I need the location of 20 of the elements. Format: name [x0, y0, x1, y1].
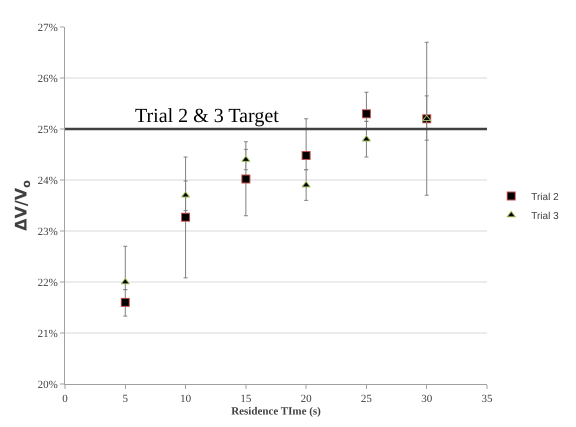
- x-tick-label: 5: [122, 393, 129, 406]
- x-tick-label: 25: [360, 393, 372, 406]
- x-tick-label: 15: [240, 393, 252, 406]
- legend-label: Trial 3: [531, 210, 560, 222]
- y-tick-label: 26%: [38, 72, 58, 85]
- y-tick-label: 24%: [38, 174, 58, 187]
- x-tick-label: 35: [482, 393, 493, 406]
- y-tick-label: 27%: [38, 22, 58, 34]
- y-tick-label: 25%: [38, 124, 58, 136]
- x-axis-title: Residence TIme (s): [231, 405, 322, 418]
- x-tick-label: 20: [300, 393, 312, 406]
- x-tick-label: 10: [180, 393, 192, 406]
- x-tick-label: 30: [421, 393, 433, 406]
- ref-line-label: Trial 2 & 3 Target: [135, 105, 280, 127]
- x-tick-label: 0: [62, 393, 68, 406]
- y-tick-label: 21%: [38, 328, 58, 340]
- y-tick-label: 20%: [38, 378, 58, 391]
- y-tick-label: 22%: [38, 276, 58, 289]
- legend-label: Trial 2: [531, 192, 560, 203]
- y-tick-label: 23%: [38, 226, 58, 238]
